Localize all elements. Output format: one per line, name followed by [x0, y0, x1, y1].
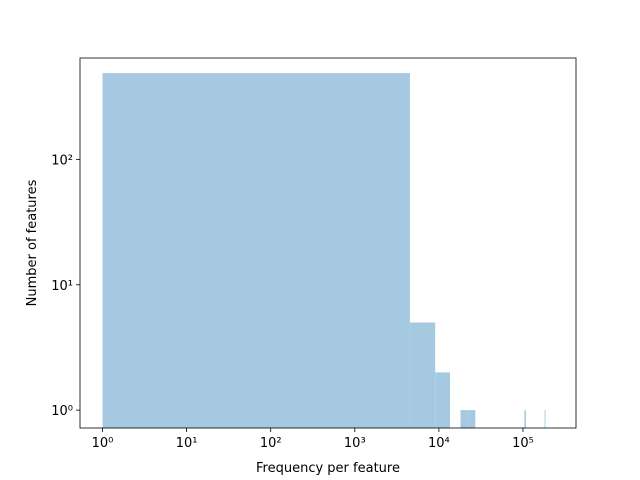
y-tick-label: 10¹ — [51, 279, 73, 294]
y-tick-label: 10² — [51, 153, 73, 168]
bar — [102, 73, 410, 429]
y-axis-label: Number of features — [25, 179, 40, 306]
bar — [468, 410, 476, 428]
x-tick-label: 10⁰ — [92, 436, 114, 451]
axes-frame — [79, 57, 577, 429]
bar — [460, 410, 469, 428]
x-tick-label: 10⁵ — [512, 436, 534, 451]
x-tick-label: 10⁴ — [428, 436, 450, 451]
y-tick-label: 10⁰ — [51, 404, 73, 419]
bar — [544, 410, 546, 428]
x-tick-label: 10² — [260, 436, 282, 451]
bar — [435, 372, 451, 428]
bar — [409, 322, 436, 428]
x-axis-label: Frequency per feature — [256, 461, 400, 476]
x-tick-label: 10³ — [344, 436, 366, 451]
bar — [524, 410, 526, 428]
x-tick-label: 10¹ — [176, 436, 198, 451]
